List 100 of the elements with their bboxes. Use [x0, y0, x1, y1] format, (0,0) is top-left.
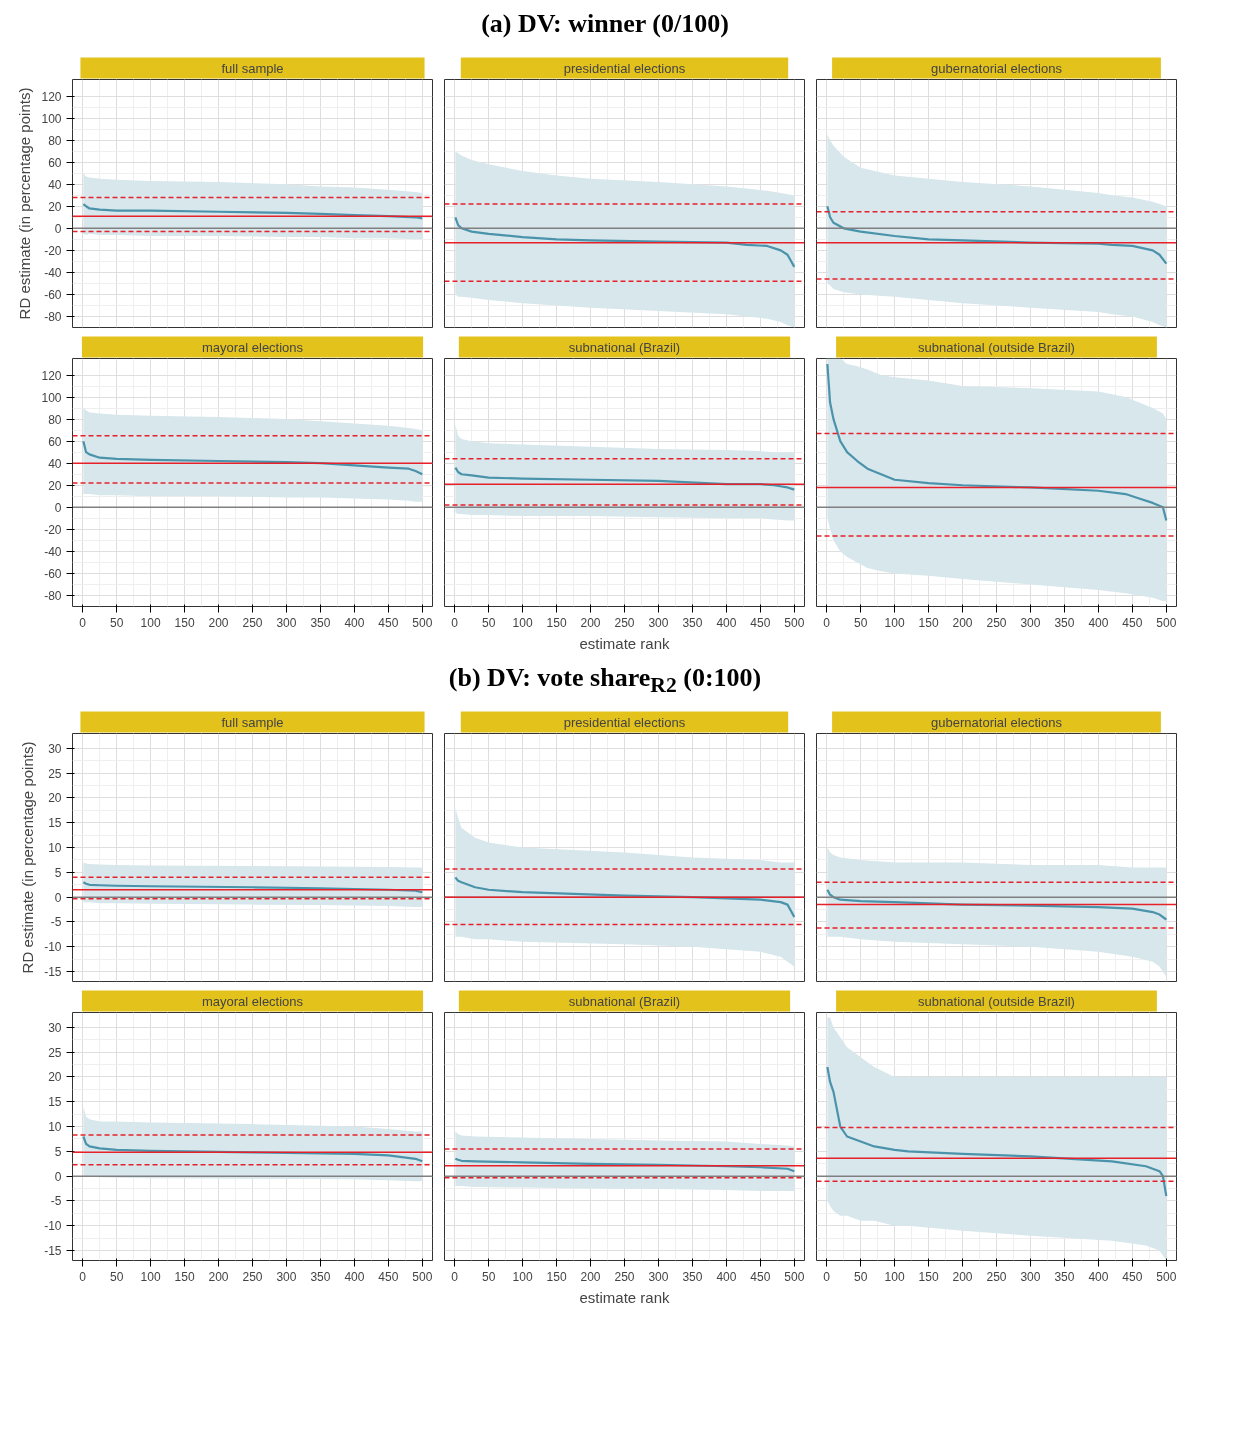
x-tick-label: 150	[174, 615, 195, 630]
y-tick-label: 25	[48, 766, 62, 781]
x-tick-label: 200	[952, 615, 973, 630]
y-tick-label: 0	[54, 500, 62, 515]
x-axis-title: estimate rank	[579, 634, 671, 652]
y-tick-label: -40	[44, 265, 62, 280]
x-tick-label: 350	[1054, 1269, 1075, 1284]
y-tick-label: -10	[44, 940, 62, 955]
x-axis-title: estimate rank	[579, 1288, 671, 1306]
x-tick-label: 150	[546, 615, 567, 630]
y-tick-label: 20	[48, 791, 62, 806]
y-tick-label: -40	[44, 544, 62, 559]
x-tick-label: 0	[823, 615, 831, 630]
chart-title: subnational (Brazil)	[568, 993, 681, 1009]
chart-title: subnational (Brazil)	[568, 339, 681, 355]
y-tick-label: 30	[48, 1020, 62, 1035]
y-tick-label: 15	[48, 1095, 62, 1110]
y-tick-label: -5	[50, 915, 62, 930]
y-tick-label: 10	[48, 1120, 62, 1135]
x-tick-label: 50	[481, 615, 496, 630]
x-tick-label: 100	[140, 615, 161, 630]
y-tick-label: 40	[48, 456, 62, 471]
y-tick-label: 25	[48, 1045, 62, 1060]
y-axis-title: RD estimate (in percentage points)	[19, 741, 37, 974]
x-tick-label: 150	[546, 1269, 567, 1284]
y-tick-label: -15	[44, 1244, 62, 1259]
x-tick-label: 200	[580, 615, 601, 630]
x-tick-label: 200	[952, 1269, 973, 1284]
y-tick-label: 100	[41, 390, 62, 405]
y-tick-label: 5	[54, 865, 62, 880]
x-tick-label: 150	[918, 1269, 939, 1284]
y-tick-label: 20	[48, 478, 62, 493]
x-tick-label: 100	[140, 1269, 161, 1284]
x-tick-label: 500	[784, 615, 805, 630]
text: (b) DV: vote share$_{R2}$ (0:100)	[448, 662, 762, 700]
x-tick-label: 250	[242, 1269, 263, 1284]
x-tick-label: 250	[242, 615, 263, 630]
x-tick-label: 300	[1020, 1269, 1041, 1284]
x-tick-label: 450	[1122, 1269, 1143, 1284]
chart-title: presidential elections	[563, 714, 686, 730]
x-tick-label: 50	[853, 615, 868, 630]
y-tick-label: 60	[48, 155, 62, 170]
y-tick-label: 80	[48, 133, 62, 148]
y-tick-label: 80	[48, 412, 62, 427]
y-tick-label: 0	[54, 221, 62, 236]
x-tick-label: 500	[412, 615, 433, 630]
chart-title: full sample	[221, 60, 284, 76]
chart-title: subnational (outside Brazil)	[918, 993, 1075, 1009]
x-tick-label: 400	[344, 1269, 365, 1284]
y-tick-label: 10	[48, 841, 62, 856]
x-tick-label: 450	[750, 615, 771, 630]
y-tick-label: 20	[48, 199, 62, 214]
x-tick-label: 300	[648, 615, 669, 630]
x-tick-label: 200	[580, 1269, 601, 1284]
x-tick-label: 150	[174, 1269, 195, 1284]
y-axis-title: RD estimate (in percentage points)	[16, 87, 34, 320]
x-tick-label: 250	[986, 1269, 1007, 1284]
y-tick-label: -20	[44, 522, 62, 537]
x-tick-label: 100	[884, 1269, 905, 1284]
y-tick-label: 0	[54, 1169, 62, 1184]
y-tick-label: 0	[54, 890, 62, 905]
x-tick-label: 0	[79, 1269, 87, 1284]
x-tick-label: 350	[682, 615, 703, 630]
x-tick-label: 350	[310, 1269, 331, 1284]
x-tick-label: 300	[648, 1269, 669, 1284]
y-tick-label: 30	[48, 741, 62, 756]
chart-title: mayoral elections	[201, 993, 304, 1009]
x-tick-label: 500	[1156, 1269, 1177, 1284]
x-tick-label: 350	[310, 615, 331, 630]
x-tick-label: 450	[378, 615, 399, 630]
y-tick-label: 120	[41, 89, 62, 104]
x-tick-label: 400	[716, 615, 737, 630]
y-tick-label: 60	[48, 434, 62, 449]
x-tick-label: 100	[512, 615, 533, 630]
x-tick-label: 400	[1088, 615, 1109, 630]
text: (a) DV: winner (0/100)	[481, 8, 729, 40]
x-tick-label: 0	[451, 615, 459, 630]
y-tick-label: -60	[44, 287, 62, 302]
x-tick-label: 500	[1156, 615, 1177, 630]
x-tick-label: 450	[378, 1269, 399, 1284]
x-tick-label: 300	[276, 615, 297, 630]
x-tick-label: 250	[986, 615, 1007, 630]
x-tick-label: 450	[1122, 615, 1143, 630]
x-tick-label: 50	[853, 1269, 868, 1284]
y-tick-label: 5	[54, 1144, 62, 1159]
x-tick-label: 350	[682, 1269, 703, 1284]
chart-title: mayoral elections	[201, 339, 304, 355]
x-tick-label: 400	[716, 1269, 737, 1284]
x-tick-label: 250	[614, 1269, 635, 1284]
chart-title: presidential elections	[563, 60, 686, 76]
y-tick-label: 40	[48, 177, 62, 192]
x-tick-label: 350	[1054, 615, 1075, 630]
x-tick-label: 500	[784, 1269, 805, 1284]
x-tick-label: 150	[918, 615, 939, 630]
y-tick-label: -80	[44, 588, 62, 603]
chart-title: full sample	[221, 714, 284, 730]
y-tick-label: -20	[44, 243, 62, 258]
x-tick-label: 50	[109, 1269, 124, 1284]
x-tick-label: 100	[512, 1269, 533, 1284]
x-tick-label: 300	[276, 1269, 297, 1284]
